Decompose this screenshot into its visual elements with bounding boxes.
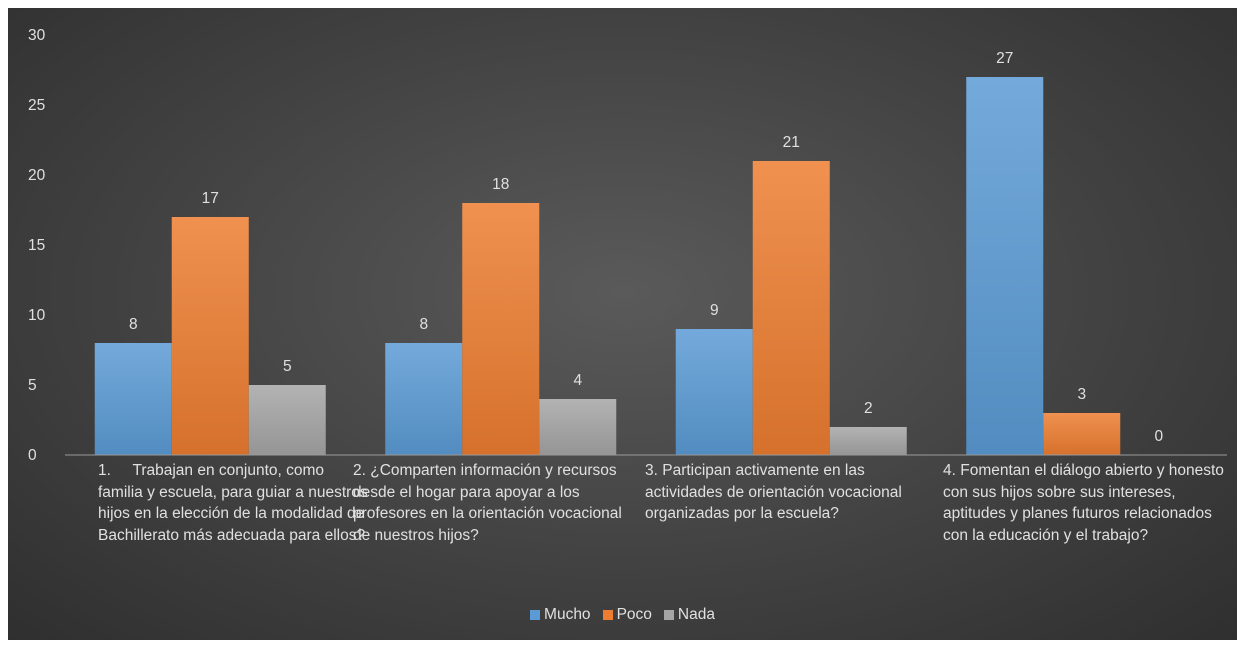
data-label-poco-4: 3 bbox=[1077, 386, 1086, 403]
y-tick-label-5: 5 bbox=[28, 377, 37, 394]
data-label-mucho-2: 8 bbox=[419, 316, 428, 333]
data-label-poco-2: 18 bbox=[492, 176, 509, 193]
legend: Mucho Poco Nada bbox=[8, 606, 1237, 624]
category-label-1: 1. Trabajan en conjunto, como familia y … bbox=[98, 462, 372, 544]
bar-poco-1 bbox=[171, 217, 249, 455]
legend-label-poco: Poco bbox=[616, 606, 652, 623]
data-label-poco-1: 17 bbox=[202, 190, 219, 207]
data-label-mucho-4: 27 bbox=[996, 50, 1013, 67]
category-label-4: 4. Fomentan el diálogo abierto y honesto… bbox=[943, 462, 1229, 544]
data-label-mucho-3: 9 bbox=[710, 302, 719, 319]
bar-nada-2 bbox=[539, 399, 617, 455]
legend-swatch-mucho bbox=[530, 610, 541, 620]
bar-mucho-1 bbox=[94, 343, 172, 455]
bar-nada-3 bbox=[829, 427, 907, 455]
category-label-2: 2. ¿Comparten información y recursos des… bbox=[353, 462, 627, 544]
bar-mucho-2 bbox=[385, 343, 463, 455]
legend-swatch-poco bbox=[602, 610, 613, 620]
legend-item-poco: Poco bbox=[602, 606, 652, 624]
y-tick-label-10: 10 bbox=[28, 307, 46, 324]
data-label-mucho-1: 8 bbox=[129, 316, 138, 333]
data-label-nada-4: 0 bbox=[1154, 428, 1163, 445]
y-tick-label-30: 30 bbox=[28, 27, 46, 44]
data-label-poco-3: 21 bbox=[783, 134, 800, 151]
y-tick-label-15: 15 bbox=[28, 237, 45, 254]
data-label-nada-2: 4 bbox=[573, 372, 582, 389]
category-label-3: 3. Participan activamente en las activid… bbox=[645, 462, 907, 522]
legend-label-nada: Nada bbox=[677, 606, 715, 623]
legend-item-mucho: Mucho bbox=[530, 606, 591, 624]
legend-item-nada: Nada bbox=[663, 606, 715, 624]
legend-label-mucho: Mucho bbox=[544, 606, 591, 623]
bar-poco-4 bbox=[1043, 413, 1121, 455]
y-tick-label-20: 20 bbox=[28, 167, 46, 184]
y-tick-label-25: 25 bbox=[28, 97, 45, 114]
chart-area: 0 5 10 15 20 25 30 8 17 5 8 18 4 9 21 2 27 3 0 1. Trabajan… bbox=[8, 8, 1237, 640]
legend-swatch-nada bbox=[663, 610, 674, 620]
bar-nada-1 bbox=[248, 385, 326, 455]
data-label-nada-3: 2 bbox=[864, 400, 873, 417]
data-label-nada-1: 5 bbox=[283, 358, 292, 375]
bar-poco-3 bbox=[752, 161, 830, 455]
bar-mucho-3 bbox=[675, 329, 753, 455]
bar-mucho-4 bbox=[966, 77, 1044, 455]
bar-poco-2 bbox=[462, 203, 540, 455]
y-tick-label-0: 0 bbox=[28, 447, 37, 464]
